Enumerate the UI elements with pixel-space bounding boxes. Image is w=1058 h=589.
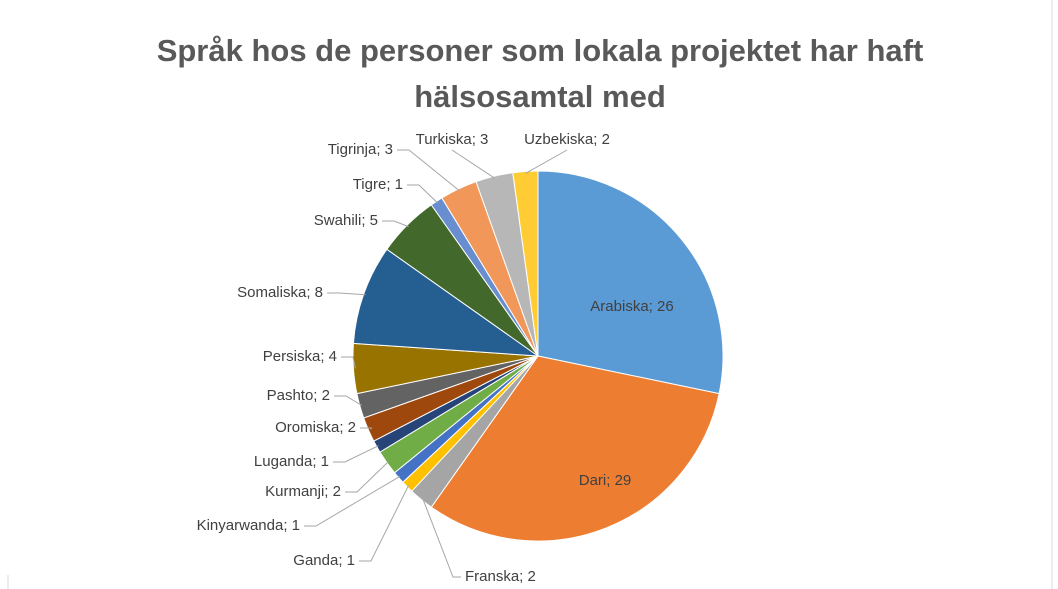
data-label: Kurmanji; 2 (265, 483, 341, 500)
leader-line (360, 427, 373, 430)
data-label: Tigre; 1 (353, 176, 403, 193)
leader-line (345, 461, 389, 493)
data-label: Oromiska; 2 (275, 419, 356, 436)
data-label: Tigrinja; 3 (328, 141, 393, 158)
data-label: Uzbekiska; 2 (524, 131, 610, 148)
leader-line (304, 475, 401, 527)
leader-line (327, 292, 366, 296)
data-label: Franska; 2 (465, 568, 536, 585)
leader-line (397, 149, 460, 192)
data-label: Luganda; 1 (254, 453, 329, 470)
leader-line (359, 485, 410, 562)
leader-line (422, 497, 461, 578)
data-label: Pashto; 2 (267, 387, 330, 404)
data-label: Persiska; 4 (263, 348, 337, 365)
data-label: Swahili; 5 (314, 212, 378, 229)
leader-line (341, 356, 356, 369)
pie-slice (512, 170, 539, 357)
data-label: Arabiska; 26 (590, 298, 673, 315)
chart-title: Språk hos de personer som lokala projekt… (156, 33, 924, 114)
pie-slice (537, 170, 724, 395)
leader-line (333, 445, 379, 463)
pie-slice (352, 248, 540, 357)
leader-line (382, 220, 409, 228)
leader-line (334, 395, 363, 406)
data-label: Turkiska; 3 (416, 131, 489, 148)
pie-slice (430, 355, 720, 542)
data-label: Ganda; 1 (293, 552, 355, 569)
leader-line (407, 184, 438, 204)
leader-line (451, 149, 495, 179)
data-label: Kinyarwanda; 1 (197, 517, 300, 534)
data-label: Somaliska; 8 (237, 284, 323, 301)
leader-line (525, 149, 568, 174)
data-label: Dari; 29 (579, 472, 632, 489)
